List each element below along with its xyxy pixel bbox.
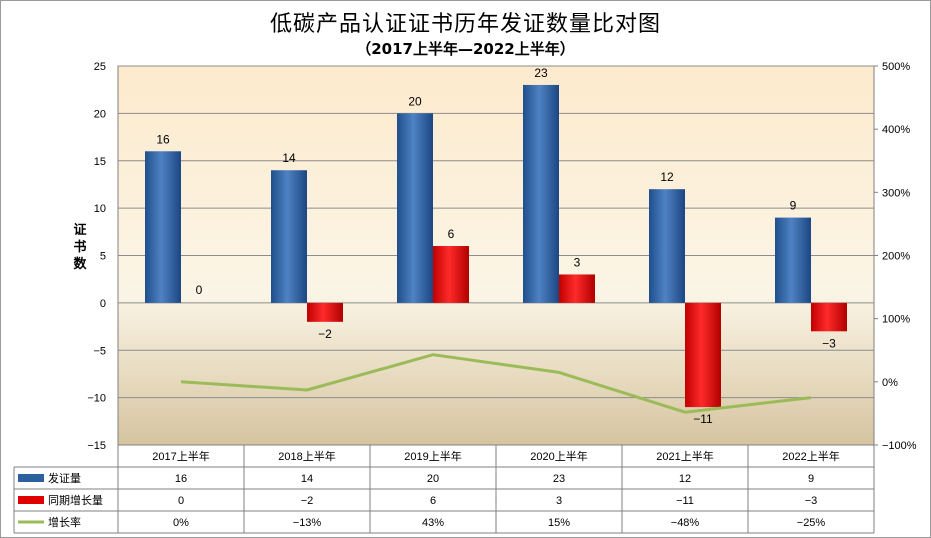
y-axis-label-char: 证 (73, 223, 86, 238)
x-category-label: 2021上半年 (656, 449, 713, 463)
data-label-growth: 6 (448, 227, 455, 241)
data-label-issued: 9 (790, 199, 797, 213)
y-tick-label: 15 (94, 156, 106, 168)
table-cell: −13% (293, 517, 322, 529)
bar-growth (433, 246, 469, 303)
table-cell: 0% (173, 517, 189, 529)
bar-growth (811, 302, 847, 332)
data-label-issued: 16 (156, 132, 170, 146)
bar-issued (775, 217, 811, 303)
table-cell: 9 (808, 473, 814, 485)
x-category-label: 2022上半年 (782, 449, 839, 463)
legend-swatch (18, 474, 44, 482)
legend-label: 发证量 (48, 471, 81, 485)
table-cell: −3 (805, 495, 818, 507)
data-label-growth: 3 (574, 255, 581, 269)
y2-tick-label: 100% (882, 314, 910, 326)
data-label-growth: −11 (693, 412, 713, 426)
line-layer (180, 353, 812, 414)
x-category-label: 2018上半年 (278, 449, 335, 463)
y2-tick-label: 200% (882, 251, 910, 263)
x-category-label: 2020上半年 (530, 449, 587, 463)
data-label-issued: 23 (534, 66, 548, 80)
chart-subtitle: （2017上半年—2022上半年） (356, 40, 575, 58)
data-table: 2017上半年 2018上半年 2019上半年 2020上半年 2021上半年 2022上… (13, 444, 875, 534)
legend-label: 增长率 (48, 515, 81, 529)
chart-title: 低碳产品认证证书历年发证数量比对图 (269, 12, 661, 37)
y2-tick-label: −100% (882, 440, 917, 452)
bar-issued (145, 151, 181, 303)
y2-tick-label: 300% (882, 187, 910, 199)
legend-swatch (18, 496, 44, 504)
table-cell: 16 (175, 473, 187, 485)
y-axis-label-char: 数 (73, 256, 87, 272)
y-tick-label: −5 (93, 345, 106, 357)
data-label-growth: −3 (822, 336, 836, 350)
bar-issued (271, 170, 307, 303)
table-cell: −48% (671, 517, 700, 529)
table-cell: 14 (301, 473, 313, 485)
data-label-issued: 20 (408, 94, 422, 108)
data-label-issued: 12 (660, 170, 674, 184)
y-tick-label: 25 (94, 61, 106, 73)
y2-tick-label: 0% (882, 377, 898, 389)
table-cell: 12 (679, 473, 691, 485)
y-tick-label: 10 (94, 203, 106, 215)
y2-tick-label: 400% (882, 124, 910, 136)
x-category-label: 2019上半年 (404, 449, 461, 463)
bars-layer (145, 84, 847, 408)
table-cell: 23 (553, 473, 565, 485)
table-cell: 0 (178, 495, 184, 507)
table-cell: 6 (430, 495, 436, 507)
table-cell: −25% (797, 517, 826, 529)
y2-tick-label: 500% (882, 61, 910, 73)
bar-issued (523, 84, 559, 303)
y-tick-label: −15 (87, 440, 106, 452)
bar-growth (307, 302, 343, 322)
table-cell: 15% (548, 517, 570, 529)
y-tick-label: 20 (94, 108, 106, 120)
table-cell: 3 (556, 495, 562, 507)
y-tick-label: −10 (87, 393, 106, 405)
data-label-growth: −2 (318, 327, 332, 341)
legend-label: 同期增长量 (48, 493, 103, 507)
data-labels-layer: 16 0 14 −2 20 6 23 3 12 −11 9 −3 (156, 66, 836, 426)
x-category-label: 2017上半年 (152, 449, 209, 463)
y-tick-label: 0 (100, 298, 106, 310)
bar-issued (397, 113, 433, 303)
bar-growth (685, 302, 721, 408)
data-label-growth: 0 (196, 283, 203, 297)
y-axis-label-char: 书 (73, 239, 86, 255)
growth-rate-line (180, 353, 812, 414)
data-label-issued: 14 (282, 151, 296, 165)
axes-layer: 25 20 15 10 5 0 −5 −10 −15 500% 400% 300% 200% 100% 0%… (73, 61, 916, 452)
table-cell: −11 (676, 495, 694, 507)
table-cell: 43% (422, 517, 444, 529)
table-cell: −2 (301, 495, 314, 507)
y-tick-label: 5 (100, 251, 106, 263)
bar-issued (649, 189, 685, 303)
bar-growth (559, 274, 595, 303)
table-cell: 20 (427, 473, 439, 485)
